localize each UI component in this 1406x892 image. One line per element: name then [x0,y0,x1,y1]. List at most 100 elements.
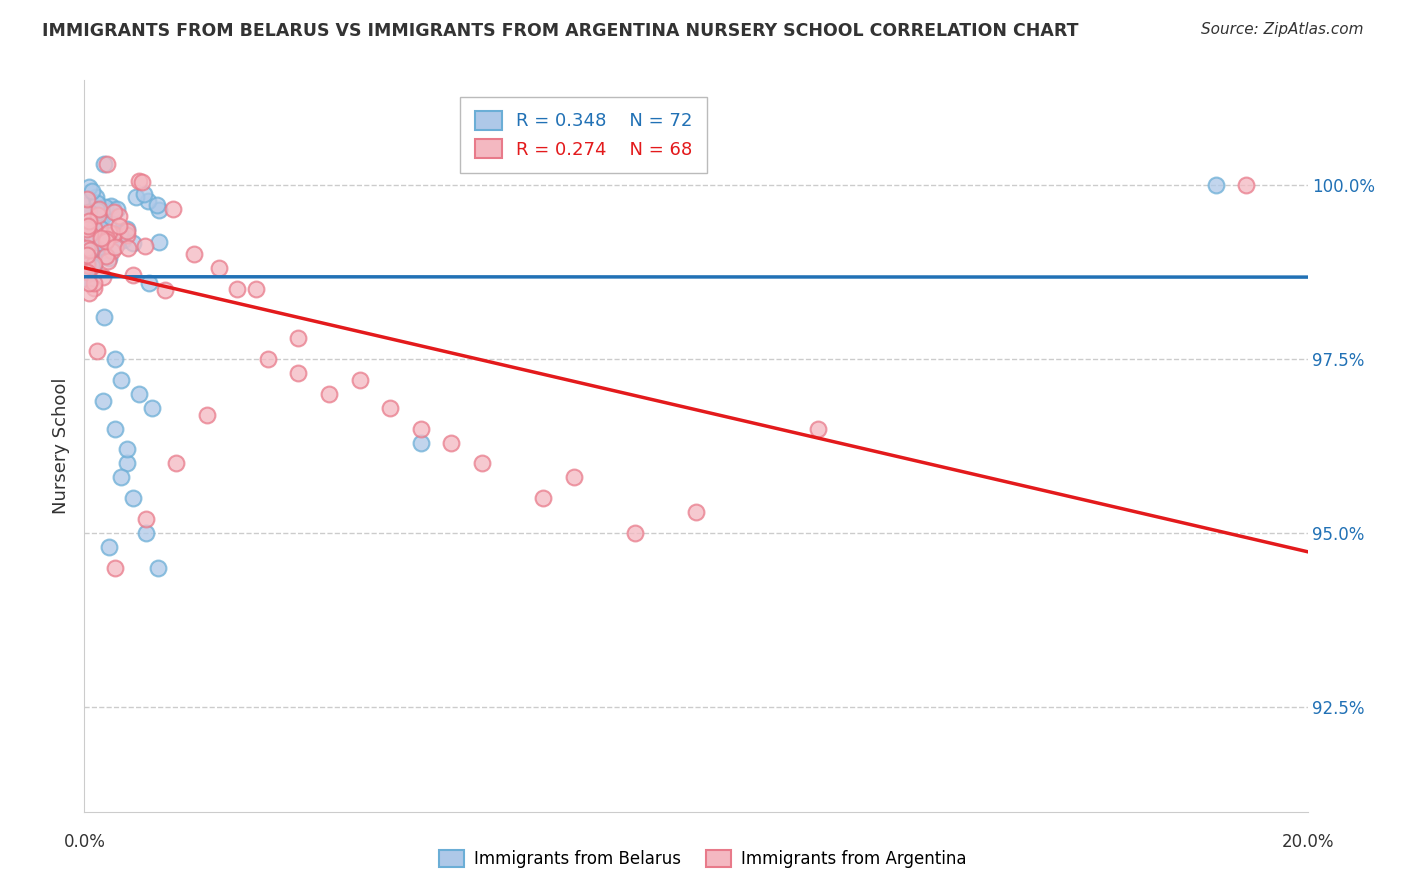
Point [83,258,105,272]
Point [76,217,98,231]
Point [93,208,115,222]
Point [195,408,218,422]
Point [77,254,100,268]
Point [91,269,114,284]
Point [79,244,101,258]
Point [83,228,105,243]
Point [122,268,145,282]
Point [82,244,104,258]
Point [100,199,122,213]
Point [103,205,125,219]
Point [80,219,103,233]
Point [86,189,108,203]
Point [83,281,105,295]
Text: IMMIGRANTS FROM BELARUS VS IMMIGRANTS FROM ARGENTINA NURSERY SCHOOL CORRELATION : IMMIGRANTS FROM BELARUS VS IMMIGRANTS FR… [42,22,1078,40]
Point [97,254,120,268]
Point [148,202,170,217]
Point [148,235,170,249]
Point [93,157,115,171]
Point [101,202,124,217]
Point [531,491,554,506]
Point [104,240,127,254]
Point [135,512,157,526]
Point [131,175,153,189]
Point [111,233,134,247]
Point [104,421,127,435]
Point [94,234,117,248]
Point [685,505,707,519]
Point [82,232,104,246]
Point [153,283,176,297]
Point [165,457,187,471]
Point [89,221,111,235]
Point [138,276,160,290]
Point [83,221,105,235]
Point [77,286,100,301]
Point [83,258,105,272]
Point [80,254,103,268]
Point [104,561,127,575]
Point [76,233,98,247]
Point [76,248,98,262]
Point [76,255,98,269]
Point [104,351,127,366]
Point [128,386,150,401]
Point [380,401,402,415]
Point [115,227,138,242]
Point [77,214,100,228]
Point [96,157,118,171]
Point [145,198,167,212]
Point [287,331,309,345]
Point [82,184,104,198]
Point [349,373,371,387]
Point [471,457,494,471]
Point [162,202,184,216]
Point [98,252,121,266]
Point [146,561,169,575]
Point [76,262,98,277]
Point [76,271,98,285]
Point [89,239,111,253]
Point [125,190,148,204]
Point [134,239,156,253]
Point [76,241,98,255]
Point [93,239,115,253]
Point [105,202,128,216]
Point [77,179,100,194]
Point [105,238,128,252]
Point [89,216,111,230]
Text: 0.0%: 0.0% [63,832,105,851]
Point [103,227,125,242]
Point [103,227,125,242]
Point [117,241,139,255]
Point [562,470,585,484]
Point [76,264,98,278]
Point [807,421,830,435]
Point [76,222,98,236]
Point [1236,178,1258,192]
Point [86,344,108,359]
Point [76,219,98,233]
Point [318,386,340,401]
Point [1205,178,1227,192]
Point [87,208,110,222]
Point [79,246,101,260]
Point [141,401,163,415]
Point [135,526,157,541]
Point [93,244,115,258]
Point [115,225,138,239]
Y-axis label: Nursery School: Nursery School [52,377,70,515]
Point [287,366,309,380]
Point [93,200,115,214]
Point [257,351,280,366]
Point [79,227,101,241]
Point [624,526,647,541]
Point [76,198,98,212]
Point [226,282,249,296]
Point [96,232,118,246]
Point [409,421,432,435]
Point [93,310,115,324]
Text: Source: ZipAtlas.com: Source: ZipAtlas.com [1201,22,1364,37]
Point [108,219,131,234]
Text: 20.0%: 20.0% [1281,832,1334,851]
